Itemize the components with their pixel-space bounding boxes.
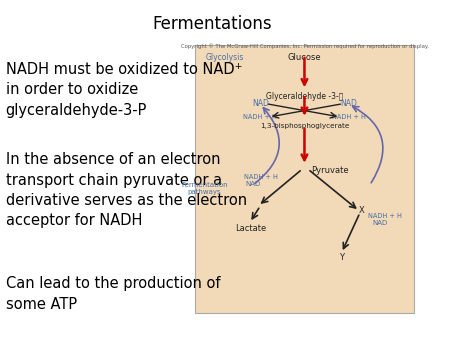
Text: X: X (358, 207, 364, 215)
FancyBboxPatch shape (195, 45, 414, 313)
Text: In the absence of an electron
transport chain pyruvate or a
derivative serves as: In the absence of an electron transport … (5, 152, 247, 228)
Text: NAD: NAD (340, 99, 357, 108)
Text: Can lead to the production of
some ATP: Can lead to the production of some ATP (5, 276, 220, 312)
Text: Glycolysis: Glycolysis (206, 53, 244, 62)
Text: NAD: NAD (252, 99, 269, 108)
Text: Fermentations: Fermentations (152, 15, 272, 33)
Text: NAD: NAD (373, 220, 388, 226)
Text: NADH + H: NADH + H (368, 213, 401, 219)
Text: NADH + H: NADH + H (332, 114, 365, 120)
Text: 1,3-bisphosphoglycerate: 1,3-bisphosphoglycerate (260, 123, 349, 129)
Text: Pyruvate: Pyruvate (311, 166, 348, 175)
Text: NADH must be oxidized to NAD⁺
in order to oxidize
glyceraldehyde-3-P: NADH must be oxidized to NAD⁺ in order t… (5, 62, 242, 118)
Text: NADH + H: NADH + H (243, 114, 277, 120)
Text: Glyceraldehyde -3-Ⓟ: Glyceraldehyde -3-Ⓟ (266, 92, 343, 101)
Text: NADH + H: NADH + H (244, 174, 278, 180)
Text: Copyright © The McGraw-Hill Companies, Inc. Permission required for reproduction: Copyright © The McGraw-Hill Companies, I… (180, 43, 428, 49)
Text: Glucose: Glucose (288, 53, 321, 62)
Text: Y: Y (339, 254, 344, 263)
Text: Fermentation
pathways: Fermentation pathways (181, 183, 228, 195)
Text: Lactate: Lactate (235, 224, 267, 233)
Text: NAD: NAD (245, 181, 260, 187)
